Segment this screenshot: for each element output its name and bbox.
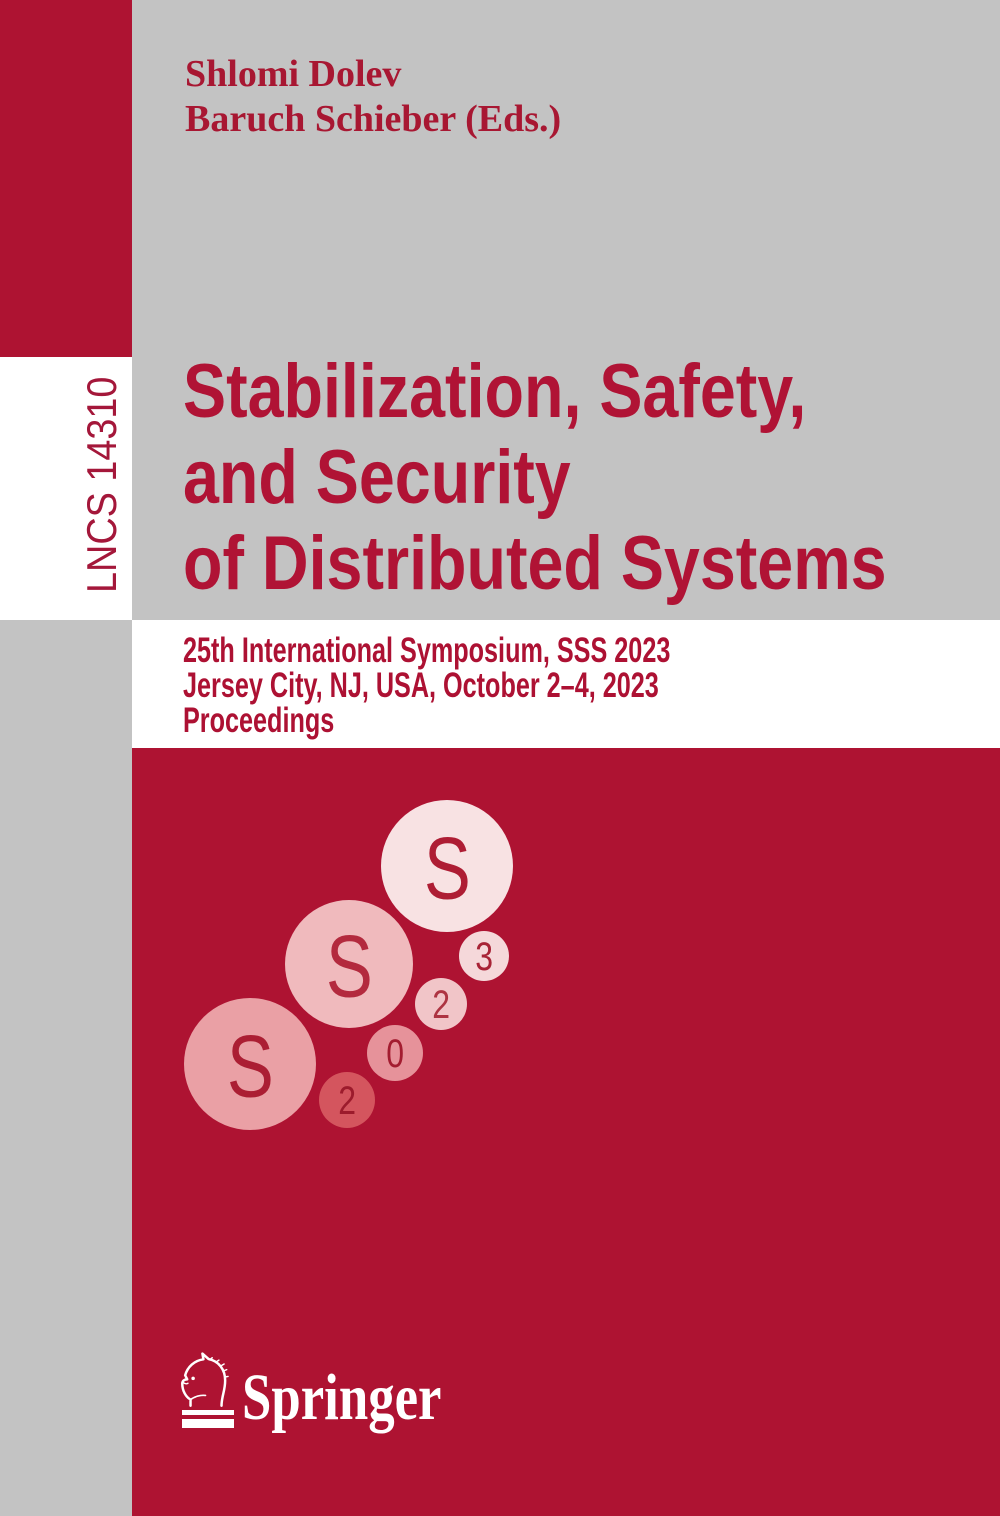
editor-line-1: Shlomi Dolev	[185, 53, 402, 95]
subtitle-line-1: 25th International Symposium, SSS 2023	[183, 631, 671, 670]
springer-horse-icon	[181, 1352, 229, 1408]
subtitle-line-2: Jersey City, NJ, USA, October 2–4, 2023	[183, 666, 659, 705]
springer-logo-bar-thick	[182, 1419, 234, 1428]
springer-logo-bar-thin	[182, 1410, 234, 1415]
subtitle-block: 25th International Symposium, SSS 2023 J…	[183, 633, 860, 738]
title-line-2: and Security	[183, 435, 571, 520]
subtitle-line-3: Proceedings	[183, 701, 335, 740]
title-line-3: of Distributed Systems	[183, 521, 887, 606]
editor-line-2: Baruch Schieber (Eds.)	[185, 98, 562, 140]
subtitle-band	[132, 620, 1000, 748]
spine-accent-block	[0, 0, 132, 357]
title-line-1: Stabilization, Safety,	[183, 349, 807, 434]
spine-gray-band	[0, 620, 132, 1516]
editors-block: Shlomi Dolev Baruch Schieber (Eds.)	[185, 52, 561, 142]
spine-white-band	[0, 357, 132, 620]
series-volume-label: LNCS 14310	[78, 376, 125, 593]
cover-red-region	[132, 748, 1000, 1516]
book-title: Stabilization, Safety, and Security of D…	[183, 349, 1000, 607]
springer-wordmark: Springer	[242, 1361, 442, 1434]
